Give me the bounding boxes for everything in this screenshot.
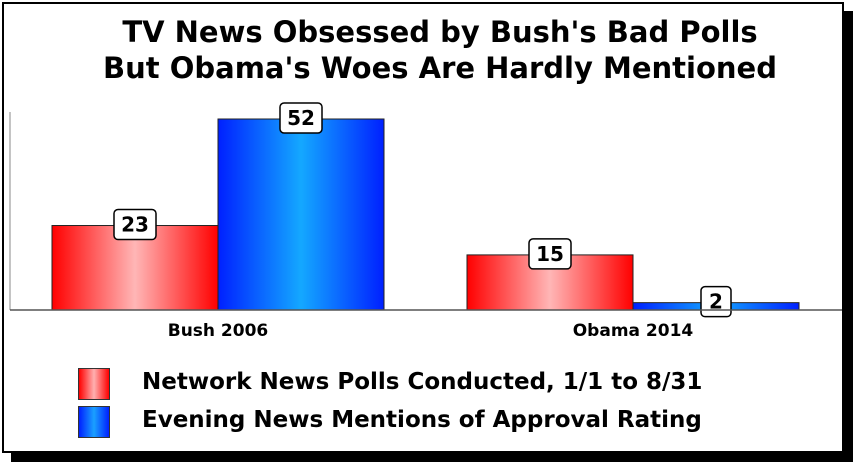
category-label-0: Bush 2006 — [168, 321, 269, 341]
legend-swatch-blue — [78, 406, 110, 438]
category-label-1: Obama 2014 — [573, 321, 694, 341]
chart-title-line-1: TV News Obsessed by Bush's Bad Polls — [122, 15, 758, 49]
data-label-0-1: 52 — [287, 106, 315, 130]
legend-label-mentions: Evening News Mentions of Approval Rating — [142, 407, 702, 433]
data-label-box-0-0 — [113, 208, 157, 241]
bar-0-1 — [217, 118, 385, 311]
data-label-0-0: 23 — [121, 213, 149, 237]
data-label-1-0: 15 — [536, 242, 564, 266]
data-label-box-0-1 — [279, 102, 323, 134]
data-label-box-1-1 — [700, 285, 732, 318]
chart-title: TV News Obsessed by Bush's Bad Polls But… — [20, 14, 860, 86]
data-label-1-1: 2 — [709, 290, 723, 314]
legend-label-polls: Network News Polls Conducted, 1/1 to 8/3… — [142, 369, 703, 395]
chart-title-line-2: But Obama's Woes Are Hardly Mentioned — [103, 51, 777, 85]
data-label-box-1-0 — [528, 238, 572, 270]
legend-swatch-red — [78, 368, 110, 400]
